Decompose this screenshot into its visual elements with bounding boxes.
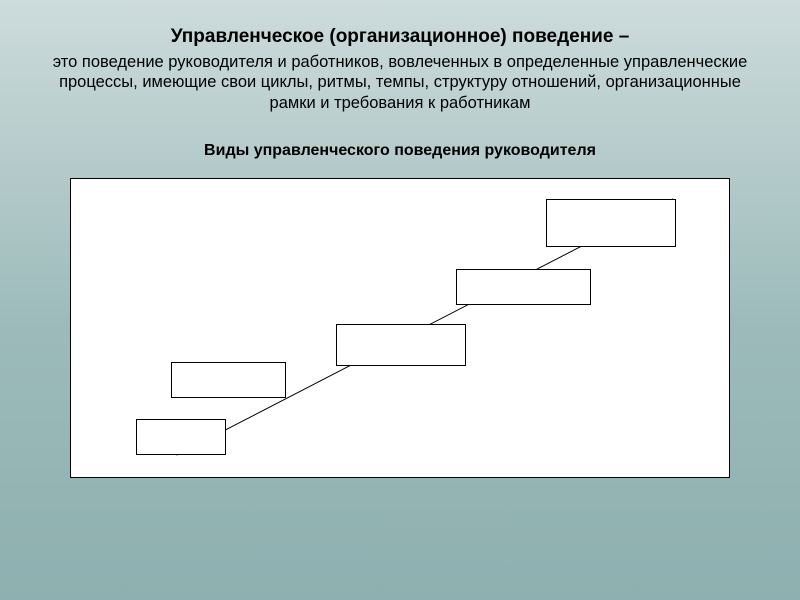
step-box-2 [171, 362, 286, 398]
step-box-1 [136, 419, 226, 455]
staircase-diagram [70, 178, 730, 478]
slide-content: Управленческое (организационное) поведен… [0, 0, 800, 478]
step-box-5 [546, 199, 676, 247]
slide-description: это поведение руководителя и работников,… [40, 52, 760, 114]
step-box-3 [336, 324, 466, 366]
slide-subtitle: Виды управленческого поведения руководит… [40, 142, 760, 160]
slide-title: Управленческое (организационное) поведен… [40, 25, 760, 50]
step-box-4 [456, 269, 591, 305]
